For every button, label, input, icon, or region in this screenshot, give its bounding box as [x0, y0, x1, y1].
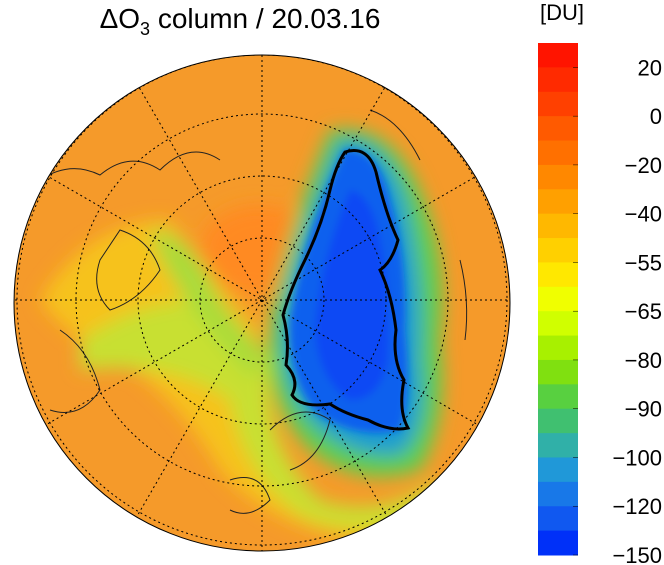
colorbar-tick-label: −150: [612, 543, 662, 565]
colorbar-block: [538, 238, 578, 263]
colorbar-block: [538, 189, 578, 215]
colorbar-tick-label: −120: [612, 494, 662, 519]
colorbar-block: [538, 335, 578, 361]
colorbar-tick-label: −100: [612, 445, 662, 470]
colorbar-block: [538, 506, 578, 532]
title-main: ΔO: [100, 3, 140, 34]
colorbar-block: [538, 481, 578, 507]
colorbar-tick-label: −20: [625, 153, 662, 178]
colorbar-block: [538, 67, 578, 93]
colorbar-tick-label: 0: [650, 104, 662, 129]
colorbar-tick-label: −40: [625, 202, 662, 227]
colorbar-block: [538, 433, 578, 458]
colorbar-block: [538, 408, 578, 434]
colorbar-block: [538, 530, 578, 556]
colorbar-unit: [DU]: [540, 0, 584, 25]
colorbar-block: [538, 213, 578, 239]
map: [14, 55, 510, 551]
colorbar-tick-label: −90: [625, 397, 662, 422]
colorbar-tick-label: −65: [625, 299, 662, 324]
title-subscript: 3: [140, 19, 150, 39]
colorbar-block: [538, 140, 578, 166]
colorbar-block: [538, 43, 578, 68]
colorbar-block: [538, 164, 578, 190]
colorbar-tick-label: 20: [638, 55, 662, 80]
title: ΔO3 column / 20.03.16: [100, 3, 381, 39]
colorbar: 20 0 −20 −40 −55 −65 −80 −90 −100 −120 −150: [538, 43, 662, 565]
colorbar-block: [538, 311, 578, 337]
colorbar-block: [538, 384, 578, 410]
colorbar-block: [538, 359, 578, 385]
title-rest: column / 20.03.16: [150, 3, 380, 34]
colorbar-block: [538, 116, 578, 142]
colorbar-block: [538, 457, 578, 483]
colorbar-block: [538, 286, 578, 312]
colorbar-block: [538, 262, 578, 288]
colorbar-tick-label: −80: [625, 348, 662, 373]
map-border: [13, 54, 511, 552]
colorbar-block: [538, 91, 578, 117]
colorbar-tick-label: −55: [625, 250, 662, 275]
